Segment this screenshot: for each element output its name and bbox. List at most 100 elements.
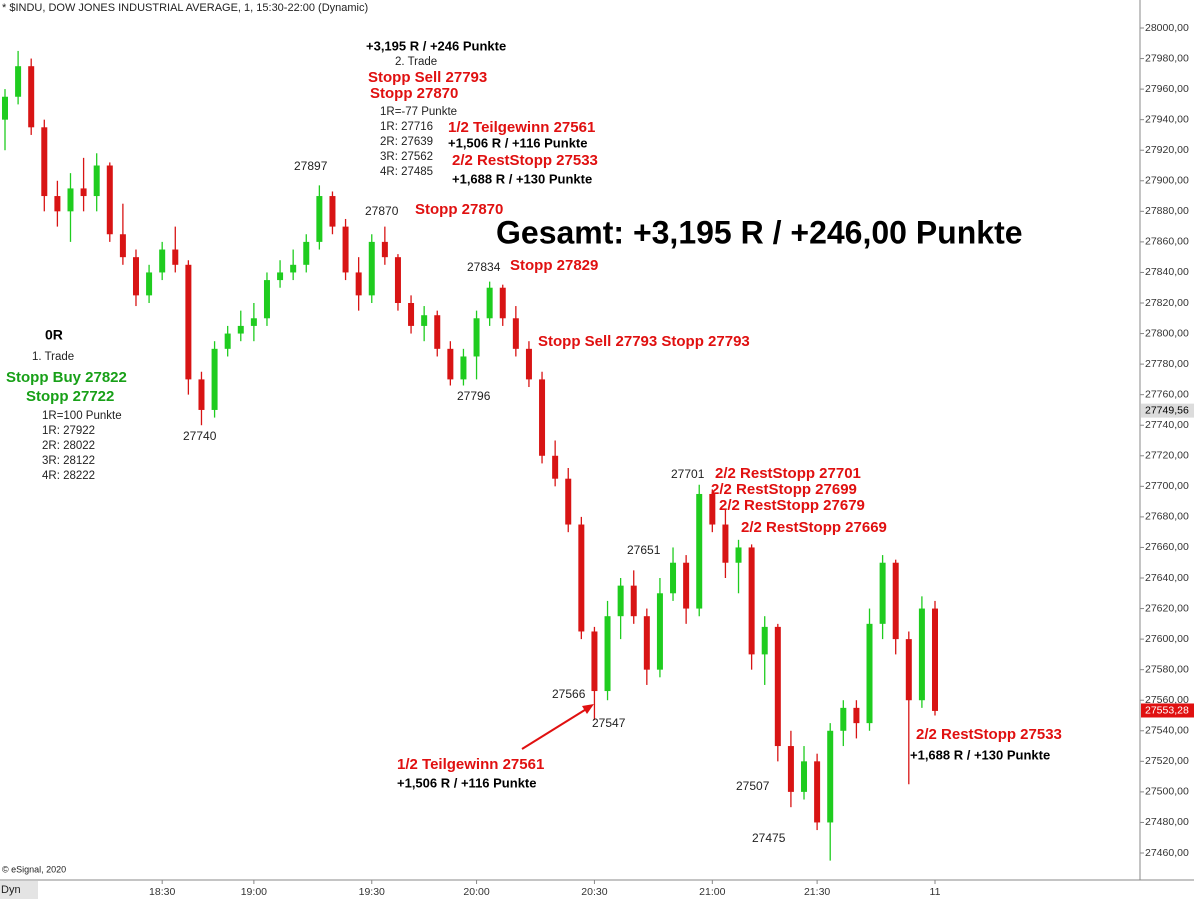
x-tick-label: 21:30 xyxy=(804,886,830,898)
candle-body xyxy=(80,188,87,197)
y-tick-label: 27880,00 xyxy=(1145,205,1189,217)
annotation: 4R: 28222 xyxy=(42,470,95,482)
y-tick-label: 27660,00 xyxy=(1145,541,1189,553)
candle-body xyxy=(368,241,375,296)
y-tick-label: 27500,00 xyxy=(1145,786,1189,798)
y-tick-label: 27740,00 xyxy=(1145,419,1189,431)
price-tag-box xyxy=(1141,703,1194,718)
candle-body xyxy=(670,562,677,594)
x-tick-label: 20:00 xyxy=(463,886,489,898)
corner-label: Dyn xyxy=(1,884,21,896)
annotation: +1,688 R / +130 Punkte xyxy=(910,747,1050,762)
candle-body xyxy=(381,241,388,258)
y-tick-label: 27620,00 xyxy=(1145,602,1189,614)
candle-body xyxy=(237,325,244,334)
annotation: 2/2 RestStopp 27701 xyxy=(715,465,861,482)
candle-body xyxy=(277,272,284,281)
candle-body xyxy=(696,493,703,609)
candle-body xyxy=(67,188,74,212)
x-tick-label: 20:30 xyxy=(581,886,607,898)
annotation: 27870 xyxy=(365,204,399,218)
candle-body xyxy=(905,639,912,701)
candle-body xyxy=(460,356,467,380)
y-tick-label: 27900,00 xyxy=(1145,175,1189,187)
y-tick-label: 27920,00 xyxy=(1145,144,1189,156)
candle-body xyxy=(748,547,755,655)
annotation: Stopp 27870 xyxy=(370,85,458,102)
annotation: 2/2 RestStopp 27679 xyxy=(719,497,865,514)
annotation: 27651 xyxy=(627,543,661,557)
candle-body xyxy=(394,257,401,303)
arrow-head xyxy=(582,704,594,714)
candle-body xyxy=(250,318,257,326)
annotation: 27566 xyxy=(552,687,586,701)
candle-body xyxy=(840,707,847,731)
candle-body xyxy=(211,348,218,410)
annotation: Stopp Buy 27822 xyxy=(6,369,127,386)
arrow xyxy=(521,707,589,750)
candle-body xyxy=(709,493,716,525)
candle-body xyxy=(630,585,637,617)
y-tick-label: 27960,00 xyxy=(1145,83,1189,95)
y-tick-label: 27480,00 xyxy=(1145,816,1189,828)
candle-body xyxy=(539,379,546,456)
candle-body xyxy=(198,379,205,410)
annotation: 1/2 Teilgewinn 27561 xyxy=(397,756,544,773)
annotation: 1R=100 Punkte xyxy=(42,410,122,422)
candle-body xyxy=(552,455,559,479)
annotation: 3R: 28122 xyxy=(42,455,95,467)
candle-body xyxy=(591,631,598,692)
candle-body xyxy=(866,623,873,724)
y-tick-label: 27760,00 xyxy=(1145,388,1189,400)
annotation: 1R=-77 Punkte xyxy=(380,106,457,118)
annotation: 27834 xyxy=(467,260,501,274)
y-tick-label: 27780,00 xyxy=(1145,358,1189,370)
annotation: 27740 xyxy=(183,429,217,443)
annotation: Stopp 27722 xyxy=(26,388,114,405)
candle-body xyxy=(473,318,480,357)
candle-body xyxy=(932,608,938,711)
annotation: 1R: 27716 xyxy=(380,121,433,133)
candle-body xyxy=(486,287,493,319)
annotation: 27547 xyxy=(592,716,626,730)
candle-body xyxy=(172,249,179,265)
annotation: 27475 xyxy=(752,831,786,845)
candle-body xyxy=(329,196,336,227)
annotation: +1,688 R / +130 Punkte xyxy=(452,171,592,186)
x-tick-label: 11 xyxy=(930,886,941,898)
annotation: Stopp 27829 xyxy=(510,257,598,274)
candle-body xyxy=(525,348,532,380)
annotation: Stopp Sell 27793 xyxy=(368,69,487,86)
y-tick-label: 27860,00 xyxy=(1145,236,1189,248)
candle-body xyxy=(578,524,585,632)
candle-body xyxy=(512,318,519,349)
annotation: 27796 xyxy=(457,389,491,403)
annotation: 27897 xyxy=(294,159,328,173)
y-tick-label: 27560,00 xyxy=(1145,694,1189,706)
candle-body xyxy=(54,196,61,212)
candle-body xyxy=(159,249,166,273)
candle-body xyxy=(617,585,624,617)
price-tag-label: 27749,56 xyxy=(1145,404,1189,416)
annotation: 1. Trade xyxy=(32,351,74,363)
candle-body xyxy=(683,562,690,609)
candle-body xyxy=(106,165,113,235)
y-tick-label: 27460,00 xyxy=(1145,847,1189,859)
candle-body xyxy=(316,196,323,242)
candle-body xyxy=(918,608,925,701)
candle-body xyxy=(735,547,742,563)
y-tick-label: 27800,00 xyxy=(1145,327,1189,339)
candle-body xyxy=(892,562,899,640)
chart-title: * $INDU, DOW JONES INDUSTRIAL AVERAGE, 1… xyxy=(2,2,368,14)
candle-body xyxy=(643,616,650,670)
candle-body xyxy=(290,264,297,273)
annotation: 2/2 RestStopp 27533 xyxy=(916,726,1062,743)
candle-body xyxy=(853,707,860,724)
annotation: 2R: 28022 xyxy=(42,440,95,452)
candle-body xyxy=(2,96,8,120)
annotation: Gesamt: +3,195 R / +246,00 Punkte xyxy=(496,214,1023,250)
candle-body xyxy=(342,226,349,273)
y-tick-label: 27940,00 xyxy=(1145,113,1189,125)
